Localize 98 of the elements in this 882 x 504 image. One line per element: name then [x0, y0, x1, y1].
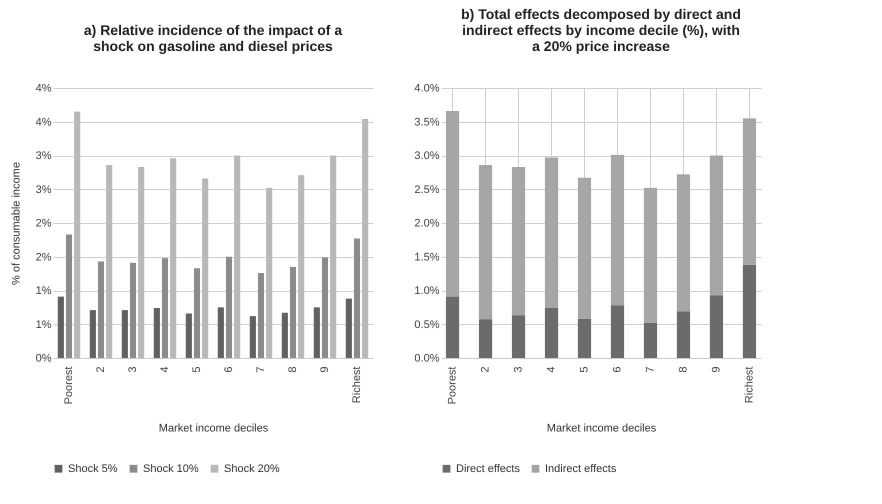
bar: [512, 166, 526, 316]
bar: [226, 256, 232, 358]
bar: [234, 156, 240, 358]
bar: [710, 156, 724, 296]
y-tick-label: 4.0%: [414, 82, 440, 94]
y-tick-label: 1%: [36, 285, 52, 297]
y-tick-label: 2%: [36, 251, 52, 264]
x-tick-label: Richest: [743, 366, 756, 404]
x-tick-label: 4: [546, 366, 558, 373]
bar: [218, 307, 224, 358]
bar: [74, 112, 80, 358]
y-tick-label: 4%: [36, 82, 52, 94]
x-tick-label: 8: [677, 366, 690, 373]
bar: [346, 298, 352, 358]
bar: [742, 264, 756, 358]
bar: [446, 110, 460, 297]
bar: [478, 164, 492, 320]
y-tick-label: 3.5%: [414, 116, 440, 128]
x-tick-label: 2: [95, 366, 107, 373]
bar: [544, 308, 558, 358]
bar: [578, 318, 592, 358]
bar: [610, 154, 624, 306]
bar: [186, 313, 192, 358]
bar: [512, 315, 526, 358]
bar: [544, 158, 558, 308]
y-tick-label: 3%: [36, 184, 52, 196]
legend-label: Shock 10%: [143, 462, 199, 475]
bar: [170, 158, 176, 358]
x-tick-label: 6: [611, 366, 624, 373]
bar: [98, 261, 104, 358]
x-tick-label: 6: [223, 366, 235, 373]
y-tick-label: 4%: [36, 116, 52, 128]
legend-label: Indirect effects: [545, 462, 617, 475]
bar: [322, 257, 328, 358]
bar: [130, 262, 136, 358]
legend-label: Direct effects: [456, 462, 520, 475]
legend-label: Shock 5%: [68, 462, 118, 475]
bar: [742, 118, 756, 265]
y-tick-label: 0.5%: [414, 318, 440, 331]
bar: [610, 305, 624, 358]
bar: [162, 258, 168, 358]
bar: [478, 320, 492, 358]
bar: [106, 164, 112, 358]
x-tick-label: Poorest: [63, 366, 75, 404]
y-axis-title: % of consumable income: [10, 162, 23, 285]
x-tick-label: 3: [512, 366, 525, 373]
bar: [58, 296, 64, 358]
y-tick-label: 1.0%: [414, 285, 440, 297]
bar: [290, 266, 296, 358]
y-tick-label: 3%: [36, 150, 52, 162]
bar: [578, 178, 592, 319]
y-tick-label: 2.5%: [414, 184, 440, 196]
x-tick-label: Poorest: [446, 366, 459, 404]
bar: [298, 175, 304, 358]
bar: [266, 188, 272, 358]
y-tick-label: 0.0%: [414, 352, 440, 364]
x-tick-label: Richest: [351, 366, 363, 404]
bar: [446, 296, 460, 358]
bar: [250, 316, 256, 358]
bar: [710, 295, 724, 358]
bar: [122, 310, 128, 358]
y-tick-label: 1%: [36, 318, 52, 331]
x-tick-label: 5: [191, 366, 203, 373]
bar: [90, 310, 96, 358]
x-tick-label: 8: [287, 366, 299, 373]
legend-label: Shock 20%: [224, 462, 280, 475]
y-tick-label: 2.0%: [414, 218, 440, 230]
y-tick-label: 3.0%: [414, 150, 440, 162]
bar: [258, 272, 264, 358]
bar: [330, 156, 336, 358]
bar: [644, 188, 658, 323]
x-axis-title: Market income deciles: [158, 422, 269, 434]
bar: [354, 238, 360, 358]
bar: [676, 311, 690, 358]
bar: [314, 307, 320, 358]
chart-title: b) Total effects decomposed by direct and indirect effects by income decile (%), with a 20% price increase: [461, 6, 741, 54]
chart-title: a) Relative incidence of the impact of a shock on gasoline and diesel prices: [84, 22, 342, 54]
x-tick-label: 7: [255, 366, 267, 373]
bar: [154, 308, 160, 358]
x-tick-label: 9: [319, 366, 331, 373]
bar: [194, 268, 200, 358]
bar: [202, 178, 208, 358]
bar: [362, 119, 368, 358]
y-tick-label: 1.5%: [414, 251, 440, 264]
bar: [676, 174, 690, 312]
x-tick-label: 7: [644, 366, 656, 373]
y-tick-label: 0%: [36, 352, 52, 364]
x-tick-label: 4: [159, 366, 171, 373]
y-tick-label: 2%: [36, 218, 52, 230]
x-tick-label: 5: [578, 366, 591, 373]
bar: [644, 322, 658, 358]
x-tick-label: 9: [710, 366, 722, 373]
x-axis-title: Market income deciles: [546, 422, 657, 434]
bar: [138, 166, 144, 358]
x-tick-label: 3: [127, 366, 139, 373]
x-tick-label: 2: [480, 366, 492, 373]
bar: [282, 312, 288, 358]
bar: [66, 234, 72, 358]
